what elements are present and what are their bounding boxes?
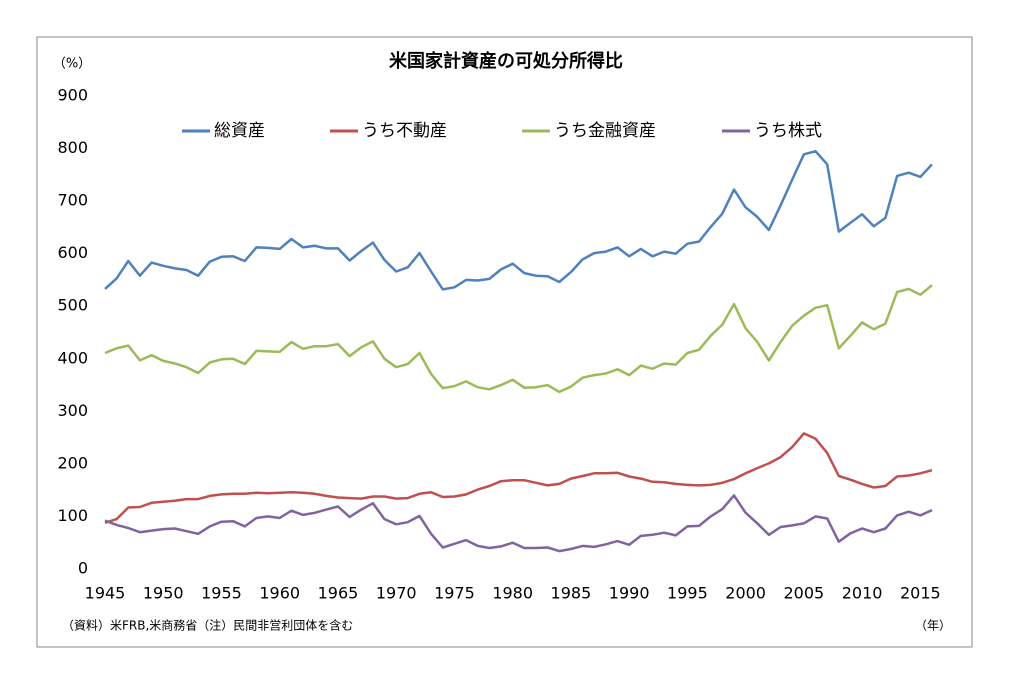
source-note: （資料）米FRB,米商務省（注）民間非営利団体を含む (62, 618, 353, 633)
x-tick-label: 1990 (609, 584, 650, 603)
x-tick-label: 1985 (551, 584, 592, 603)
x-tick-label: 2010 (842, 584, 883, 603)
x-tick-label: 1950 (143, 584, 184, 603)
y-tick-label: 0 (78, 559, 88, 578)
series-line (104, 284, 933, 394)
legend-label: うち株式 (754, 121, 822, 141)
legend-label: 総資産 (214, 121, 265, 141)
y-tick-label: 200 (57, 453, 88, 472)
chart-title: 米国家計資産の可処分所得比 (389, 50, 623, 72)
y-tick-label: 900 (57, 86, 88, 105)
y-tick-label: 600 (57, 243, 88, 262)
x-tick-label: 2000 (725, 584, 766, 603)
y-tick-label: 800 (57, 138, 88, 157)
series-line (104, 494, 933, 553)
x-unit: （年） (915, 619, 951, 633)
y-unit: （%） (53, 57, 91, 72)
y-tick-label: 100 (57, 506, 88, 525)
x-tick-label: 1995 (667, 584, 708, 603)
legend-label: うち金融資産 (554, 121, 656, 141)
series-line (104, 432, 933, 524)
y-tick-label: 300 (57, 401, 88, 420)
x-tick-label: 2015 (900, 584, 941, 603)
y-tick-label: 400 (57, 348, 88, 367)
x-tick-label: 1975 (434, 584, 475, 603)
legend-label: うち不動産 (362, 121, 447, 141)
x-tick-label: 1945 (85, 584, 126, 603)
x-tick-label: 2005 (784, 584, 825, 603)
x-tick-label: 1960 (259, 584, 300, 603)
x-tick-label: 1970 (376, 584, 417, 603)
y-tick-label: 700 (57, 191, 88, 210)
x-tick-label: 1955 (201, 584, 242, 603)
series-line (104, 149, 933, 291)
x-tick-label: 1980 (492, 584, 533, 603)
x-tick-label: 1965 (318, 584, 359, 603)
chart-frame (36, 36, 973, 648)
y-tick-label: 500 (57, 296, 88, 315)
